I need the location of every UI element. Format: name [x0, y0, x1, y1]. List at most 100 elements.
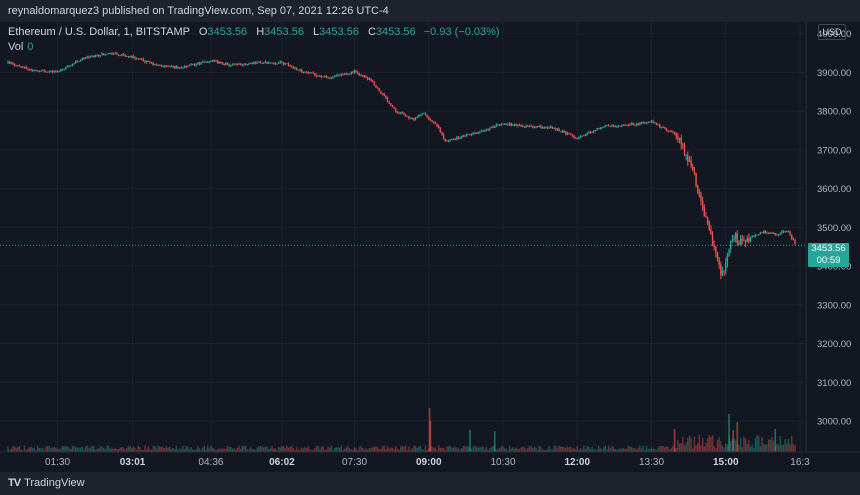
- candle-body: [124, 54, 126, 56]
- candle-body: [182, 67, 184, 69]
- volume-bar: [50, 447, 52, 452]
- volume-bar: [352, 450, 354, 452]
- volume-bar: [380, 448, 382, 452]
- volume-bar: [642, 445, 644, 452]
- candle-body: [155, 63, 158, 66]
- volume-bar: [307, 446, 309, 452]
- candle-body: [642, 122, 644, 124]
- candle-body: [650, 121, 653, 122]
- candle-body: [500, 123, 503, 126]
- candle-body: [243, 64, 245, 66]
- candle-body: [18, 65, 21, 67]
- volume-bar: [180, 449, 182, 452]
- candle-body: [720, 264, 722, 275]
- price-chart[interactable]: 3000.00 3100.00 3200.00 3300.00 3400.00 3500.…: [0, 22, 860, 472]
- volume-bar: [319, 449, 321, 452]
- volume-bar: [25, 450, 27, 452]
- volume-spike: [736, 422, 739, 452]
- volume-bar: [668, 449, 671, 452]
- candle-body: [218, 61, 220, 64]
- candle-body: [27, 68, 29, 70]
- volume-spike: [728, 414, 730, 452]
- volume-bar: [786, 443, 788, 452]
- candle-body: [381, 93, 384, 95]
- candle-body: [160, 65, 163, 66]
- candle-body: [180, 67, 182, 69]
- price-tick-label: 3200.00: [817, 339, 851, 350]
- volume-bar: [720, 441, 722, 452]
- candle-body: [91, 55, 93, 57]
- candle-body: [749, 237, 752, 242]
- candle-body: [475, 132, 478, 134]
- volume-bar: [677, 439, 679, 452]
- volume-bar: [256, 447, 258, 452]
- candle-body: [598, 128, 600, 130]
- candle-body: [104, 54, 107, 56]
- candle-body: [126, 55, 128, 57]
- volume-bar: [532, 448, 534, 452]
- publish-note: reynaldomarquez3 published on TradingVie…: [8, 5, 389, 17]
- candle-body: [635, 124, 638, 126]
- candle-body: [569, 134, 572, 136]
- volume-bar: [629, 446, 631, 452]
- volume-bar: [543, 449, 545, 452]
- volume-bar: [419, 445, 422, 452]
- volume-bar: [160, 446, 163, 452]
- candle-body: [299, 69, 301, 71]
- candle-body: [76, 61, 78, 63]
- volume-spike: [732, 430, 734, 452]
- candle-body: [711, 234, 714, 245]
- candle-body: [566, 132, 569, 135]
- candle-body: [659, 124, 661, 128]
- volume-bar: [177, 450, 179, 452]
- candle-body: [152, 63, 154, 65]
- candle-body: [284, 63, 286, 65]
- candle-body: [297, 70, 300, 71]
- candle-body: [479, 131, 481, 133]
- candle-body: [497, 124, 499, 126]
- candle-body: [541, 127, 544, 129]
- volume-bar: [553, 445, 555, 452]
- volume-bar: [769, 439, 771, 452]
- volume-bar: [401, 445, 404, 452]
- volume-bar: [743, 436, 745, 452]
- tradingview-logo[interactable]: TV TradingView: [8, 477, 85, 489]
- candle-body: [467, 133, 470, 135]
- volume-bar: [235, 449, 237, 452]
- candle-body: [70, 65, 72, 67]
- volume-bar: [637, 447, 639, 452]
- volume-bar: [518, 448, 521, 452]
- volume-bar: [88, 448, 90, 452]
- volume-bar: [449, 445, 451, 452]
- candle-body: [22, 66, 24, 68]
- price-tick-label: 3600.00: [817, 184, 851, 195]
- volume-bar: [789, 444, 791, 452]
- candle-body: [195, 64, 197, 66]
- candle-body: [532, 126, 534, 128]
- chart-frame[interactable]: 3000.00 3100.00 3200.00 3300.00 3400.00 3500.…: [0, 22, 860, 472]
- currency-button[interactable]: USD: [818, 24, 846, 40]
- candle-body: [106, 53, 108, 55]
- volume-bar: [32, 448, 34, 452]
- candle-body: [185, 65, 187, 67]
- candle-body: [581, 135, 583, 137]
- volume-bar: [649, 449, 651, 452]
- volume-bar: [693, 436, 696, 452]
- candle-body: [710, 228, 712, 235]
- volume-bar: [499, 448, 501, 452]
- candle-body: [662, 127, 664, 128]
- volume-bar: [716, 440, 719, 452]
- candle-body: [631, 122, 633, 125]
- volume-bar: [683, 445, 686, 452]
- time-tick-label: 12:00: [564, 457, 590, 468]
- candle-body: [487, 129, 489, 130]
- volume-bar: [546, 449, 549, 452]
- candle-body: [51, 71, 54, 72]
- volume-bar: [426, 449, 428, 452]
- candle-body: [794, 240, 796, 244]
- volume-bar: [512, 447, 514, 452]
- volume-bar: [660, 445, 663, 452]
- volume-bar: [182, 445, 184, 452]
- candle-body: [203, 61, 206, 63]
- volume-bar: [65, 446, 67, 452]
